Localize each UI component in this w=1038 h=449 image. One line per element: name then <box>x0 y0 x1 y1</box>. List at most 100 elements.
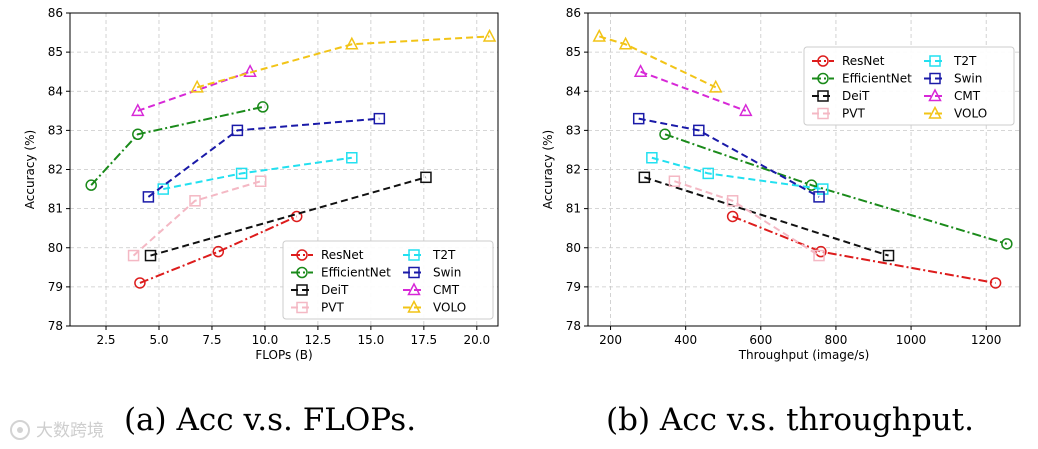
y-tick-label: 78 <box>48 319 63 333</box>
x-tick-label: 15.0 <box>358 333 385 347</box>
data-point <box>345 36 359 50</box>
series-line <box>163 156 352 191</box>
data-point <box>739 103 753 117</box>
legend-marker <box>296 249 308 261</box>
x-tick-label: 200 <box>599 333 622 347</box>
legend-marker <box>928 105 942 119</box>
y-tick-label: 79 <box>48 280 63 294</box>
data-point <box>190 79 204 93</box>
data-point <box>989 277 1002 289</box>
legend-label: Swin <box>433 266 461 280</box>
legend-label: VOLO <box>954 107 987 121</box>
legend: ResNet EfficientNet DeiT PVT T2T Swin CMT VOLO <box>803 46 1015 126</box>
series-t2t <box>157 152 358 195</box>
legend-marker <box>296 301 308 314</box>
legend-label: CMT <box>433 283 460 297</box>
legend-label: ResNet <box>842 54 885 68</box>
chart-panel-flops: 78 79 80 81 82 83 84 85 86 2.5 5.0 7.5 10.0 12.5 15.0 1… <box>23 6 499 362</box>
y-tick-label: 83 <box>566 123 581 137</box>
legend-item-deit: DeiT <box>812 89 870 103</box>
legend-label: DeiT <box>321 283 349 297</box>
legend-marker <box>296 284 308 296</box>
data-point <box>346 152 358 164</box>
y-tick-label: 83 <box>48 123 63 137</box>
data-point <box>813 191 825 203</box>
series-line <box>132 180 261 257</box>
legend-marker <box>408 266 420 279</box>
data-point <box>132 128 144 141</box>
y-tick-label: 79 <box>566 280 581 294</box>
y-tick-label: 80 <box>566 241 581 255</box>
y-tick-label: 81 <box>48 202 63 216</box>
y-tick-label: 86 <box>48 6 63 20</box>
watermark: 大数跨境 <box>10 420 104 441</box>
legend-marker <box>817 107 829 120</box>
x-tick-label: 20.0 <box>463 333 490 347</box>
y-tick-label: 82 <box>566 163 581 177</box>
chart-panel-throughput: 78 79 80 81 82 83 84 85 86 200 400 600 800 1000 1200 Th… <box>541 6 1021 362</box>
data-point <box>668 175 681 187</box>
series-resnet <box>134 210 303 289</box>
legend-marker <box>408 249 420 261</box>
legend-box <box>282 240 494 320</box>
legend-label: CMT <box>954 89 981 103</box>
data-point <box>618 36 633 50</box>
x-axis-label: Throughput (image/s) <box>738 348 870 362</box>
legend-label: ResNet <box>321 248 364 262</box>
series-cmt <box>633 64 753 117</box>
data-point <box>815 245 827 258</box>
legend-marker <box>817 55 829 67</box>
series-line <box>651 156 823 191</box>
x-tick-label: 2.5 <box>96 333 115 347</box>
data-point <box>131 103 145 117</box>
series-line <box>674 180 820 257</box>
data-point <box>702 167 714 180</box>
legend-item-volo: VOLO <box>924 105 987 121</box>
series-line <box>90 105 264 186</box>
legend-item-cmt: CMT <box>924 88 981 103</box>
series-line <box>638 117 820 198</box>
data-point <box>659 128 671 141</box>
data-point <box>142 191 155 203</box>
data-point <box>813 249 825 262</box>
y-tick-label: 81 <box>566 202 581 216</box>
legend-marker <box>407 282 421 296</box>
legend-item-resnet: ResNet <box>812 54 885 68</box>
data-point <box>373 112 386 125</box>
series-line <box>150 176 427 257</box>
legend-label: PVT <box>321 301 344 315</box>
series-pvt <box>127 175 267 262</box>
watermark-text: 大数跨境 <box>36 421 104 441</box>
legend-item-t2t: T2T <box>403 248 456 262</box>
legend-label: PVT <box>842 107 865 121</box>
data-point <box>646 152 658 164</box>
y-tick-label: 86 <box>566 6 581 20</box>
caption-b: (b) Acc v.s. throughput. <box>606 402 974 438</box>
legend-item-resnet: ResNet <box>291 248 364 262</box>
legend: ResNet EfficientNet DeiT PVT T2T Swin CMT VOLO <box>282 240 494 320</box>
x-tick-label: 600 <box>749 333 772 347</box>
legend-item-pvt: PVT <box>812 107 865 121</box>
legend-label: DeiT <box>842 89 870 103</box>
y-tick-label: 84 <box>566 84 581 98</box>
data-point <box>1001 238 1013 250</box>
x-tick-label: 800 <box>824 333 847 347</box>
legend-item-t2t: T2T <box>924 54 977 68</box>
series-deit <box>638 171 895 262</box>
legend-item-efficientnet: EfficientNet <box>812 72 912 86</box>
data-point <box>726 195 739 207</box>
legend-marker <box>407 299 421 313</box>
series-resnet <box>726 210 1002 289</box>
legend-item-volo: VOLO <box>403 299 466 315</box>
data-point <box>254 175 267 187</box>
data-point <box>592 28 607 42</box>
x-tick-label: 5.0 <box>149 333 168 347</box>
legend-marker <box>928 88 942 102</box>
data-point <box>420 171 432 184</box>
series-line <box>644 176 889 257</box>
data-point <box>144 249 157 262</box>
legend-marker <box>817 72 829 85</box>
legend-marker <box>296 266 308 279</box>
y-tick-label: 84 <box>48 84 63 98</box>
x-tick-label: 7.5 <box>202 333 221 347</box>
